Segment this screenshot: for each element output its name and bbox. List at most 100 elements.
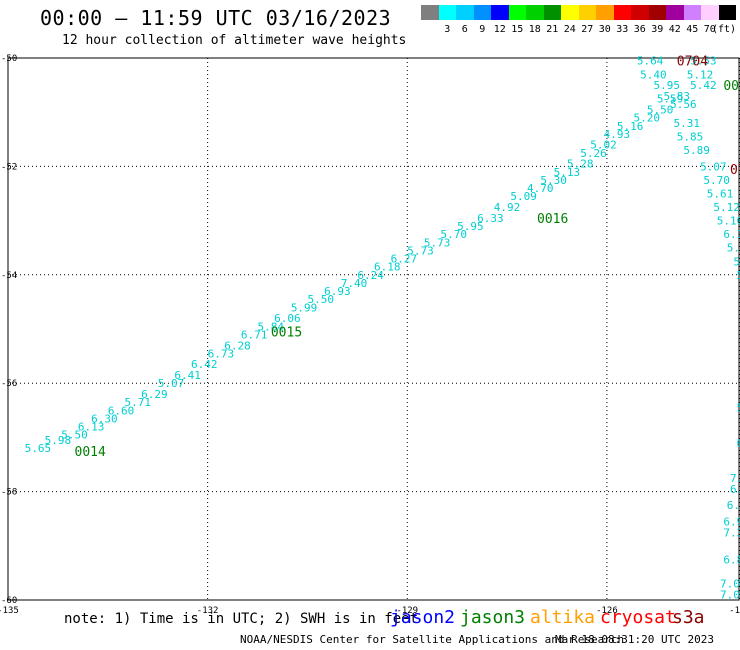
color-scale-label: 42: [668, 24, 681, 35]
wave-height-value: 5.95: [737, 402, 740, 415]
wave-height-value: 6.18: [374, 261, 401, 274]
color-scale-unit: (ft): [711, 24, 737, 35]
wave-height-value: 5.59: [657, 93, 684, 106]
wave-height-value: 6.91: [723, 515, 740, 528]
wave-height-value: 5.83: [663, 90, 690, 103]
color-scale-label: 12: [493, 24, 506, 35]
wave-height-value: 5.50: [61, 429, 87, 442]
color-swatch: [508, 5, 526, 20]
wave-height-value: 6.71: [241, 328, 268, 341]
wave-height-value: 6.10: [723, 228, 740, 241]
wave-height-value: 5.12: [713, 201, 740, 214]
wave-height-value: 5.56: [670, 98, 697, 111]
wave-height-value: 5.98: [45, 434, 72, 447]
color-scale-label: 18: [528, 24, 541, 35]
pass-time-label: 0017: [723, 79, 740, 94]
x-tick-label: -126: [596, 606, 618, 616]
color-scale-label: 33: [616, 24, 629, 35]
color-scale-label: 3: [444, 24, 451, 35]
y-tick-label: -60: [1, 596, 17, 606]
wave-height-value: 7.06: [720, 589, 740, 602]
satellite-label-altika: altika: [530, 607, 596, 628]
x-tick-label: -129: [396, 606, 418, 616]
pass-time-label: 0015: [271, 326, 302, 341]
chart-subtitle: 12 hour collection of altimeter wave hei…: [62, 33, 407, 48]
wave-height-value: 5.95: [457, 220, 484, 233]
footer-note: note: 1) Time is in UTC; 2) SWH is in fe…: [64, 611, 419, 627]
x-tick-label: -135: [0, 606, 19, 616]
color-swatch: [561, 5, 579, 20]
wave-height-value: 5.70: [703, 174, 730, 187]
wave-height-value: 5.16: [617, 120, 644, 133]
wave-height-value: 6.50: [730, 483, 740, 496]
color-scale-label: 45: [686, 24, 699, 35]
wave-height-value: 5.20: [634, 112, 661, 125]
wave-height-value: 5.50: [647, 103, 674, 116]
wave-height-value: 6.42: [191, 358, 218, 371]
color-swatch: [596, 5, 614, 20]
wave-height-value: 5.53: [690, 55, 717, 68]
wave-height-value: 5.09: [510, 190, 537, 203]
color-scale-label: 39: [651, 24, 664, 35]
wave-height-value: 5.07: [733, 255, 740, 268]
wave-height-value: 5.61: [707, 188, 734, 201]
wave-height-value: 5.50: [307, 293, 334, 306]
color-scale-label: 9: [479, 24, 486, 35]
y-tick-label: -58: [1, 488, 17, 498]
wave-height-value: 6.30: [91, 412, 118, 425]
wave-height-value: 5.28: [567, 158, 594, 171]
wave-height-value: 5.30: [540, 174, 567, 187]
wave-height-value: 6.41: [174, 369, 201, 382]
wave-height-value: 5.10: [717, 215, 740, 228]
credit-line: NOAA/NESDIS Center for Satellite Applica…: [240, 633, 625, 646]
color-swatch: [543, 5, 561, 20]
color-scale-label: 30: [598, 24, 611, 35]
color-scale-label: 70: [703, 24, 716, 35]
color-swatch: [421, 5, 439, 20]
wave-height-value: 6.60: [108, 404, 134, 417]
wave-height-value: 5.42: [690, 79, 717, 92]
y-tick-label: -52: [1, 162, 17, 172]
y-tick-label: -56: [1, 379, 17, 389]
pass-time-label: 0016: [537, 212, 568, 227]
wave-height-value: 4.70: [527, 182, 554, 195]
color-scale-label: 24: [563, 24, 576, 35]
color-scale-label: 15: [511, 24, 524, 35]
wave-height-value: 5.12: [687, 68, 714, 81]
pass-time-label: 0014: [75, 445, 106, 460]
satellite-label-s3a: s3a: [672, 607, 705, 628]
color-swatch: [491, 5, 509, 20]
wave-height-value: 6.33: [477, 212, 504, 225]
color-swatch: [473, 5, 491, 20]
wave-height-value: 6.93: [324, 285, 351, 298]
wave-height-value: 6.28: [224, 339, 251, 352]
wave-height-value: 5.95: [737, 269, 740, 282]
color-swatch: [683, 5, 701, 20]
wave-height-value: 6.29: [141, 388, 168, 401]
wave-height-value: 5.85: [677, 131, 704, 144]
color-swatch: [648, 5, 666, 20]
color-scale-label: 27: [581, 24, 594, 35]
wave-height-value: 5.02: [590, 139, 617, 152]
wave-height-value: 4.92: [494, 201, 521, 214]
generated-timestamp: Mar 18 08:31:20 UTC 2023: [555, 633, 714, 646]
color-swatch: [613, 5, 631, 20]
wave-height-value: 7.10: [730, 472, 740, 485]
satellite-label-jason3: jason3: [460, 607, 526, 628]
wave-height-value: 5.07: [158, 377, 185, 390]
wave-height-value: 6.77: [727, 499, 740, 512]
color-scale-label: 6: [461, 24, 468, 35]
color-swatch: [701, 5, 719, 20]
satellite-label-jason2: jason2: [390, 607, 456, 628]
wave-height-value: 5.99: [291, 301, 318, 314]
wave-height-value: 7.31: [723, 526, 740, 539]
color-swatch: [666, 5, 684, 20]
x-tick-label: -124: [729, 606, 740, 616]
wave-height-value: 7.40: [341, 277, 368, 290]
y-tick-label: -50: [1, 54, 17, 64]
wave-height-value: 5.73: [424, 236, 451, 249]
color-swatch: [578, 5, 596, 20]
wave-height-value: 7.07: [720, 578, 740, 591]
wave-height-value: 5.31: [673, 117, 700, 130]
